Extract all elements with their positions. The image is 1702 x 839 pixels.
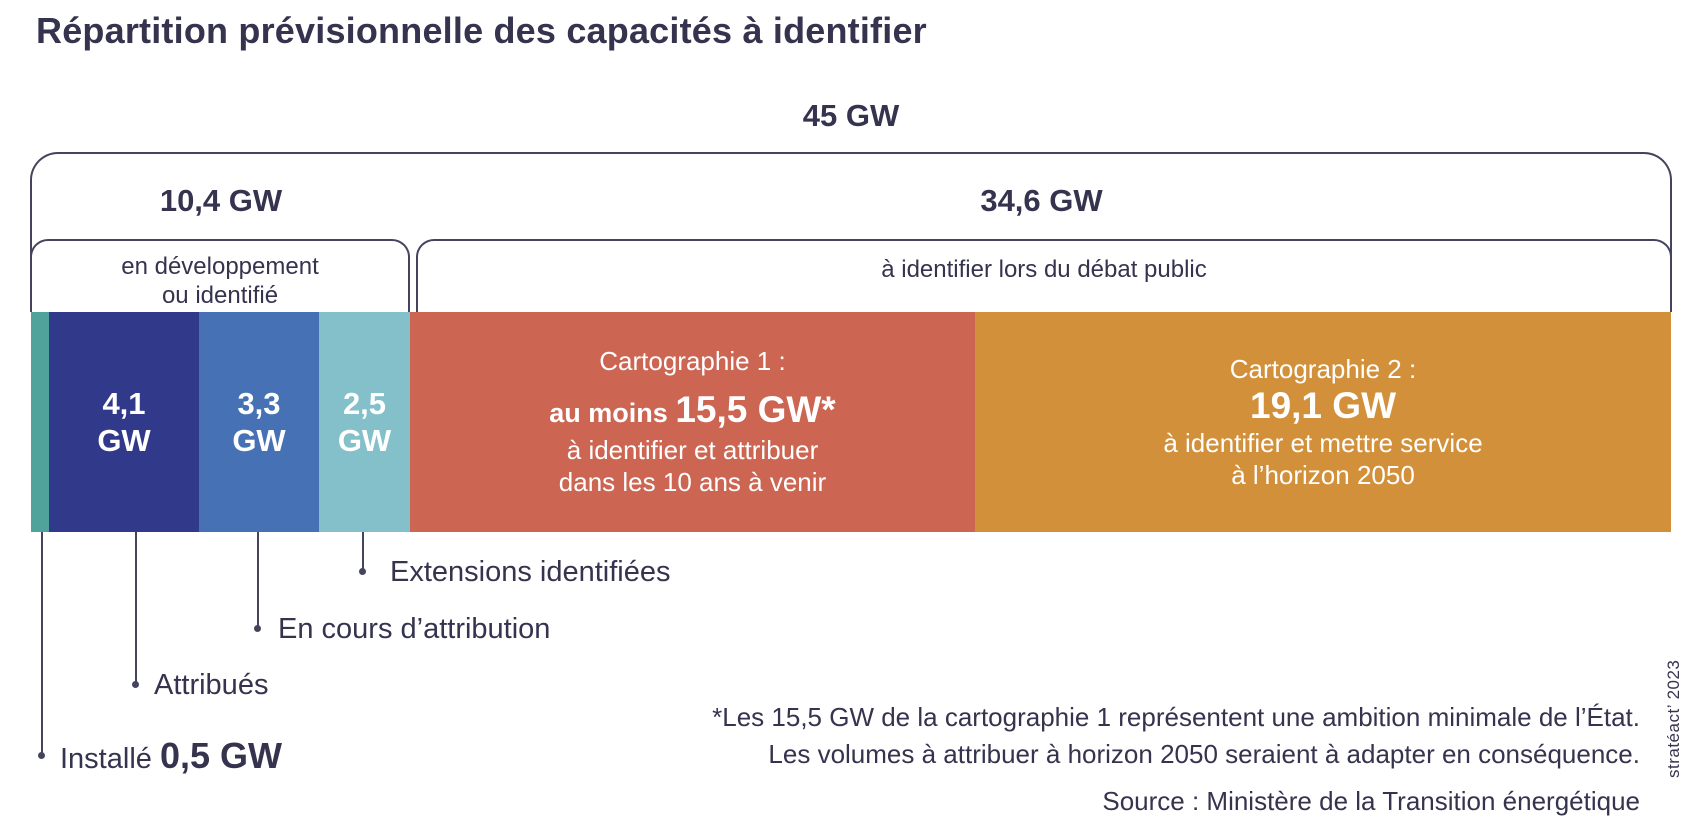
left-group-caption-line2: ou identifié — [161, 282, 279, 309]
legend-installe-value: 0,5 GW — [159, 735, 282, 776]
segment-cartographie-1: Cartographie 1 : au moins 15,5 GW* à ide… — [410, 312, 975, 532]
leader-line-installe — [41, 532, 43, 756]
cartographie-1-value-prefix: au moins — [549, 398, 676, 428]
page-title: Répartition prévisionnelle des capacités… — [36, 10, 927, 51]
cartographie-1-title: Cartographie 1 : — [599, 346, 786, 376]
cartographie-1-value-number: 15,5 GW* — [675, 389, 836, 430]
segment-installe — [31, 312, 49, 532]
cartographie-1-value: au moins 15,5 GW* — [549, 389, 835, 434]
cartographie-1-line3: à identifier et attribuer — [566, 435, 819, 465]
leader-line-attribues — [135, 532, 137, 685]
segment-extensions-value-line2: GW — [337, 423, 392, 458]
footnote-line1: *Les 15,5 GW de la cartographie 1 représ… — [712, 702, 1640, 732]
leader-dot-en-cours — [254, 625, 261, 632]
cartographie-2-line3: à identifier et mettre service — [1163, 427, 1483, 458]
left-group-bracket: en développement ou identifié — [30, 239, 410, 312]
legend-installe-label: Installé — [60, 743, 160, 775]
stacked-bar: 4,1 GW 3,3 GW 2,5 GW Cartographie 1 : au… — [31, 312, 1671, 532]
cartographie-1-line4: dans les 10 ans à venir — [558, 467, 827, 497]
segment-en-cours: 3,3 GW — [199, 312, 319, 532]
right-group-bracket: à identifier lors du débat public — [416, 239, 1672, 312]
total-capacity-label: 45 GW — [802, 98, 900, 133]
source-credit: Source : Ministère de la Transition éner… — [1102, 786, 1640, 816]
legend-attribues: Attribués — [154, 669, 269, 701]
left-group-total: 10,4 GW — [159, 183, 283, 218]
cartographie-2-line4: à l’horizon 2050 — [1231, 459, 1415, 490]
segment-extensions: 2,5 GW — [319, 312, 410, 532]
leader-dot-attribues — [132, 681, 139, 688]
segment-attribues: 4,1 GW — [49, 312, 199, 532]
brand-credit-vertical: stratéact’ 2023 — [1664, 659, 1683, 778]
cartographie-2-value: 19,1 GW — [1250, 384, 1396, 426]
leader-dot-installe — [38, 752, 45, 759]
footnote: *Les 15,5 GW de la cartographie 1 représ… — [440, 699, 1640, 773]
leader-dot-extensions — [359, 568, 366, 575]
leader-line-extensions — [362, 532, 364, 572]
legend-installe: Installé 0,5 GW — [60, 734, 282, 781]
legend-en-cours: En cours d’attribution — [278, 613, 551, 645]
total-bracket — [30, 152, 1672, 312]
segment-en-cours-value-line1: 3,3 — [237, 386, 281, 421]
right-group-total: 34,6 GW — [980, 183, 1103, 218]
segment-cartographie-2: Cartographie 2 : 19,1 GW à identifier et… — [975, 312, 1671, 532]
left-group-caption-line1: en développement — [121, 253, 319, 280]
left-group-caption: en développement ou identifié — [32, 241, 408, 310]
right-group-caption: à identifier lors du débat public — [881, 256, 1207, 283]
legend-extensions: Extensions identifiées — [390, 556, 671, 588]
segment-attribues-value-line2: GW — [97, 423, 151, 458]
segment-en-cours-value-line2: GW — [232, 423, 286, 458]
footnote-line2: Les volumes à attribuer à horizon 2050 s… — [768, 739, 1640, 769]
segment-extensions-value-line1: 2,5 — [342, 386, 387, 421]
leader-line-en-cours — [257, 532, 259, 629]
cartographie-2-title: Cartographie 2 : — [1229, 353, 1417, 384]
segment-attribues-value-line1: 4,1 — [102, 386, 146, 421]
